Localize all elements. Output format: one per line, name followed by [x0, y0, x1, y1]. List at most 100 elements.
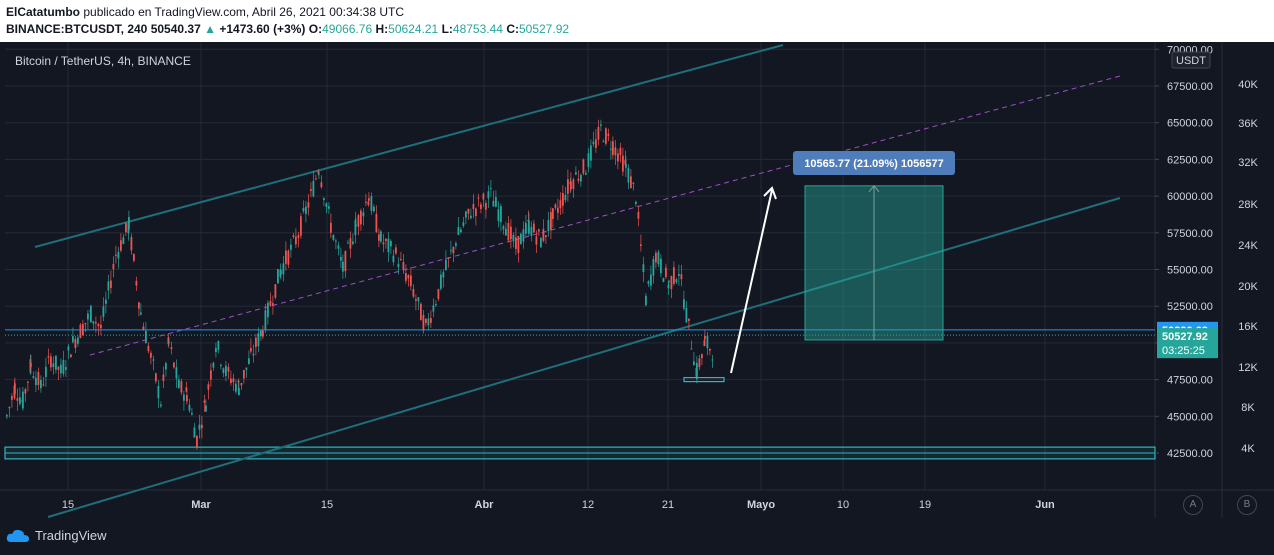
candle-body — [670, 276, 673, 290]
candle-body — [485, 202, 487, 210]
price-tag-last-bg — [1157, 328, 1218, 359]
candle-body — [255, 337, 257, 348]
candle-body — [274, 284, 277, 298]
log-scale-button[interactable]: B — [1237, 495, 1257, 515]
candle-body — [117, 251, 120, 259]
candle-body — [57, 366, 60, 370]
candle-body — [55, 355, 57, 370]
candle-body — [470, 215, 472, 219]
candle-body — [587, 153, 590, 168]
channel-upper-line — [34, 44, 784, 248]
measure-label: 10565.77 (21.09%) 1056577 — [804, 158, 943, 170]
candle-body — [120, 240, 122, 251]
candle-body — [248, 358, 250, 364]
candle-body — [354, 220, 357, 235]
candle-body — [227, 367, 230, 372]
candle-body — [183, 394, 185, 401]
candle-body — [673, 267, 675, 284]
candle-body — [262, 330, 264, 337]
candle-body — [472, 204, 475, 210]
candle-body — [185, 387, 188, 392]
time-tick-label: 12 — [582, 499, 594, 511]
high-value: 50624.21 — [388, 22, 439, 36]
candle-body — [437, 289, 440, 299]
candle-body — [542, 228, 545, 241]
candle-body — [45, 366, 47, 377]
candle-body — [220, 364, 222, 367]
tradingview-logo[interactable]: TradingView — [6, 528, 107, 543]
price-tick-label: 42500.00 — [1167, 448, 1213, 460]
candle-body — [662, 278, 665, 282]
candle-body — [203, 400, 206, 403]
candle-body — [295, 236, 297, 245]
candle-body — [637, 211, 640, 219]
candle-body — [627, 167, 630, 183]
author-name[interactable]: ElCatatumbo — [6, 5, 81, 19]
candle-body — [157, 386, 160, 399]
candle-body — [168, 341, 170, 343]
candle-body — [572, 179, 575, 190]
time-tick-label: 15 — [321, 499, 333, 511]
candle-body — [397, 263, 400, 268]
candle-body — [597, 126, 600, 140]
candle-body — [402, 262, 405, 270]
candle-body — [595, 139, 597, 148]
candle-body — [522, 229, 525, 242]
candle-body — [567, 179, 569, 194]
candle-body — [312, 181, 315, 197]
volume-tick-label: 36K — [1238, 118, 1258, 130]
candle-body — [328, 206, 330, 209]
price-tick-label: 67500.00 — [1167, 81, 1213, 93]
candle-body — [42, 384, 45, 386]
candle-body — [382, 242, 385, 245]
candle-body — [559, 200, 562, 209]
candle-body — [427, 318, 430, 326]
auto-scale-button[interactable]: A — [1183, 495, 1203, 515]
candle-body — [502, 226, 505, 230]
price-chart[interactable]: 10565.77 (21.09%) 105657770000.0067500.0… — [0, 42, 1274, 518]
candle-body — [285, 250, 287, 264]
volume-tick-label: 4K — [1241, 443, 1255, 455]
candle-body — [72, 336, 74, 343]
candle-body — [92, 321, 95, 324]
candle-body — [110, 280, 112, 289]
candle-body — [530, 226, 533, 236]
currency-tag: USDT — [1176, 55, 1206, 67]
volume-tick-label: 16K — [1238, 321, 1258, 333]
candle-body — [238, 387, 240, 396]
candle-body — [450, 250, 452, 252]
candle-body — [130, 237, 133, 251]
candle-body — [240, 382, 243, 386]
candle-body — [282, 263, 285, 275]
candle-body — [400, 259, 402, 261]
candle-body — [235, 383, 237, 392]
candle-body — [577, 178, 580, 181]
candle-body — [678, 274, 680, 276]
candle-body — [655, 252, 657, 263]
candle-body — [11, 396, 13, 400]
candle-body — [47, 356, 50, 358]
candle-body — [645, 295, 647, 306]
close-value: 50527.92 — [518, 22, 570, 36]
price-tick-label: 52500.00 — [1167, 301, 1213, 313]
candle-body — [614, 147, 617, 156]
brand-name: TradingView — [35, 528, 107, 543]
time-tick-label: 10 — [837, 499, 849, 511]
candle-body — [507, 223, 510, 241]
time-tick-label: 19 — [919, 499, 931, 511]
candle-body — [480, 204, 482, 209]
candle-body — [545, 235, 547, 238]
candle-body — [675, 279, 678, 283]
change-arrow-icon: ▲ — [204, 22, 216, 36]
candle-body — [528, 220, 530, 234]
candle-body — [357, 215, 360, 227]
candle-body — [657, 251, 660, 265]
candle-body — [222, 368, 225, 373]
candle-body — [105, 299, 107, 304]
candle-body — [685, 308, 688, 323]
candle-body — [112, 263, 115, 270]
candle-body — [90, 305, 92, 323]
candle-body — [252, 353, 255, 356]
candle-body — [77, 337, 79, 344]
candle-body — [340, 256, 342, 261]
